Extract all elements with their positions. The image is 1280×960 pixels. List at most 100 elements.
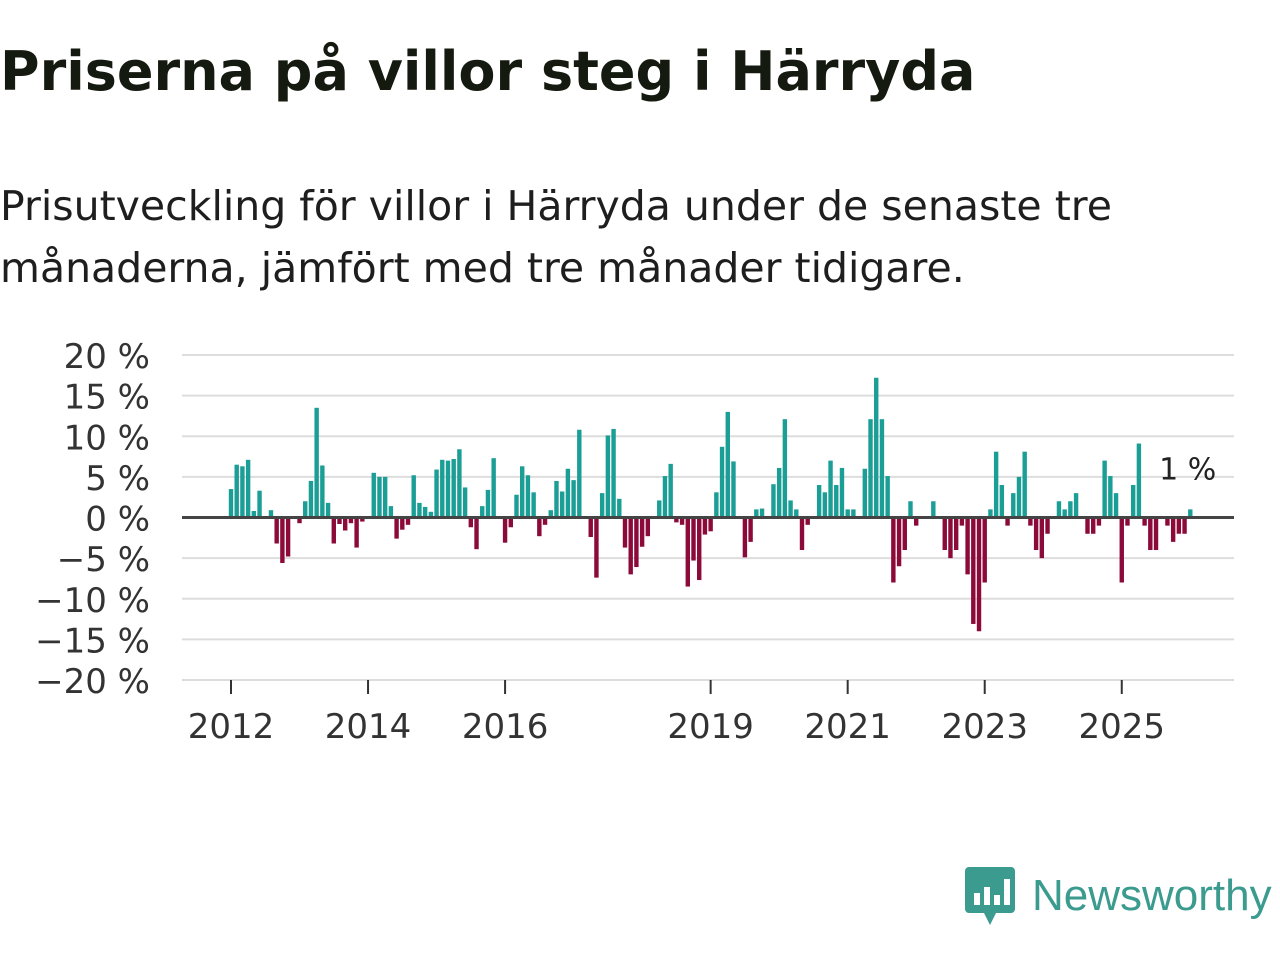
bar xyxy=(257,490,262,518)
bar xyxy=(839,467,845,518)
bar xyxy=(628,517,633,575)
bar xyxy=(588,517,593,537)
bar xyxy=(611,428,616,518)
bar xyxy=(674,517,679,523)
bar xyxy=(1022,451,1027,518)
y-tick-label: −10 % xyxy=(35,581,150,621)
bar xyxy=(577,429,582,518)
bar xyxy=(274,517,279,544)
bar xyxy=(622,517,628,548)
grid-lines xyxy=(182,354,1234,681)
bar xyxy=(382,476,388,518)
brand-name: Newsworthy xyxy=(1032,871,1272,920)
bar xyxy=(245,459,251,518)
bar xyxy=(1062,509,1067,518)
bar xyxy=(525,475,531,518)
bar xyxy=(451,459,456,518)
bar xyxy=(685,517,690,587)
newsworthy-logo: Newsworthy xyxy=(964,865,1272,927)
bar xyxy=(240,466,245,518)
bar xyxy=(480,506,485,518)
bar xyxy=(1056,501,1062,518)
bar xyxy=(548,510,553,518)
bar xyxy=(1142,517,1147,526)
bar xyxy=(1170,517,1176,542)
bar xyxy=(531,492,536,518)
bar xyxy=(343,517,348,531)
bar xyxy=(931,501,936,518)
bar xyxy=(485,489,491,518)
bar xyxy=(1068,501,1073,518)
bar xyxy=(845,509,850,518)
bar xyxy=(508,517,513,528)
bar xyxy=(1165,517,1170,526)
bar xyxy=(520,466,525,518)
bar xyxy=(514,494,519,518)
bar xyxy=(759,508,765,518)
bar xyxy=(1033,517,1039,550)
bar xyxy=(868,419,873,518)
bar xyxy=(794,509,799,518)
bar xyxy=(879,419,885,518)
bar xyxy=(639,517,645,547)
bar xyxy=(1028,517,1033,526)
bar xyxy=(468,517,474,528)
bar xyxy=(462,487,468,518)
x-tick-label: 2012 xyxy=(188,707,275,747)
y-tick-label: 5 % xyxy=(85,459,150,499)
bar xyxy=(388,506,394,518)
x-tick-label: 2023 xyxy=(941,707,1028,747)
bar xyxy=(948,517,953,559)
bar xyxy=(816,485,822,518)
bar xyxy=(782,419,788,518)
bar xyxy=(754,509,759,518)
bar xyxy=(314,407,319,518)
bar xyxy=(708,517,713,532)
bar xyxy=(377,476,382,518)
bars xyxy=(228,377,1193,632)
bar xyxy=(348,517,354,524)
bar xyxy=(559,491,565,518)
chart-title: Priserna på villor steg i Härryda xyxy=(0,40,976,103)
bar xyxy=(799,517,805,550)
bar xyxy=(1113,493,1119,518)
y-tick-label: 10 % xyxy=(64,418,150,458)
bar xyxy=(599,493,605,518)
bar xyxy=(771,484,776,518)
bar xyxy=(982,517,987,583)
bar xyxy=(303,501,308,518)
bar xyxy=(805,517,810,525)
bar xyxy=(851,509,856,518)
bar xyxy=(1125,517,1130,526)
bar xyxy=(445,460,451,518)
bar xyxy=(440,459,445,518)
bar xyxy=(417,502,422,518)
bar xyxy=(748,517,753,542)
bar xyxy=(731,461,736,518)
y-tick-label: 0 % xyxy=(85,500,150,540)
bar xyxy=(554,480,559,518)
bar xyxy=(337,517,342,524)
bar xyxy=(1119,517,1124,583)
bar xyxy=(645,517,651,537)
bar xyxy=(297,517,302,524)
bar xyxy=(617,498,622,518)
bar xyxy=(371,472,376,518)
bar xyxy=(251,511,257,518)
y-axis-ticks: 20 %15 %10 %5 %0 %−5 %−10 %−15 %−20 % xyxy=(35,337,150,702)
bar xyxy=(634,517,639,568)
bar xyxy=(965,517,970,575)
bar xyxy=(1073,493,1079,518)
bar xyxy=(605,435,611,518)
bar xyxy=(411,475,416,518)
bar xyxy=(542,517,548,525)
x-tick-label: 2014 xyxy=(325,707,412,747)
bar xyxy=(822,492,828,518)
bar xyxy=(234,464,239,518)
bar xyxy=(537,517,542,537)
bar xyxy=(285,517,291,557)
bar xyxy=(902,517,907,550)
bar xyxy=(268,510,274,518)
bar xyxy=(662,476,668,518)
